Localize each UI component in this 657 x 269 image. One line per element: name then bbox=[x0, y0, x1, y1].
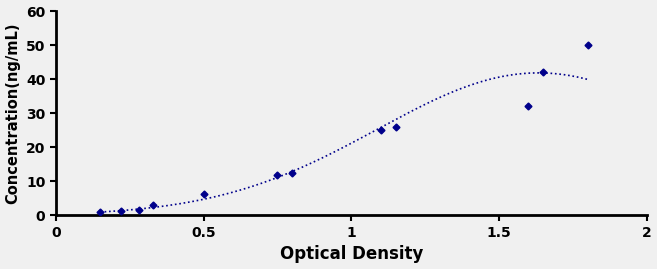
X-axis label: Optical Density: Optical Density bbox=[279, 245, 423, 263]
Y-axis label: Concentration(ng/mL): Concentration(ng/mL) bbox=[5, 23, 20, 204]
